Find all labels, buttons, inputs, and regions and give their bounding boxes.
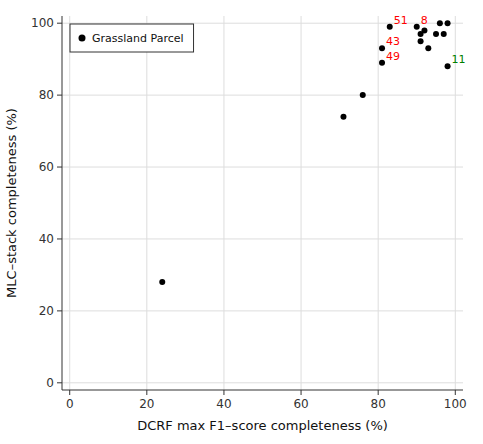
y-tick	[57, 23, 62, 24]
grid	[62, 16, 463, 390]
grid-line	[62, 95, 463, 96]
chart: 0 20 40 60 80 100 0 20 40 60 80 100 DCRF max F1–scor…	[0, 0, 483, 444]
point	[421, 27, 427, 33]
legend-marker	[79, 35, 86, 42]
y-tick-label: 60	[39, 160, 54, 174]
point	[437, 20, 443, 26]
y-tick-label: 80	[39, 88, 54, 102]
x-tick-label: 80	[371, 397, 386, 411]
y-tick-label: 20	[39, 304, 54, 318]
grid-line	[301, 16, 302, 390]
annotations: 51 43 49 8 11	[386, 14, 466, 67]
y-tick	[57, 238, 62, 239]
point	[340, 114, 346, 120]
x-tick	[455, 390, 456, 395]
grid-line	[223, 16, 224, 390]
x-axis-label: DCRF max F1–score completeness (%)	[137, 418, 388, 433]
x-tick-label: 100	[444, 397, 467, 411]
annotation: 51	[394, 14, 408, 27]
y-tick	[57, 167, 62, 168]
grid-line	[455, 16, 456, 390]
points	[159, 20, 450, 285]
x-tick	[378, 390, 379, 395]
point	[441, 31, 447, 37]
point	[379, 60, 385, 66]
point	[159, 279, 165, 285]
legend: Grassland Parcel	[70, 24, 194, 52]
y-tick-label: 40	[39, 232, 54, 246]
x-tick	[146, 390, 147, 395]
point	[445, 63, 451, 69]
point	[387, 24, 393, 30]
x-axis-line	[62, 390, 463, 391]
grid-line	[62, 167, 463, 168]
x-tick-label: 20	[139, 397, 154, 411]
y-axis-line	[62, 16, 63, 390]
grid-line	[378, 16, 379, 390]
grid-line	[146, 16, 147, 390]
grid-line	[62, 382, 463, 383]
y-tick-label: 0	[46, 376, 54, 390]
grid-line	[62, 238, 463, 239]
grid-line	[62, 310, 463, 311]
y-tick	[57, 382, 62, 383]
grid-line	[69, 16, 70, 390]
point	[445, 20, 451, 26]
x-tick	[301, 390, 302, 395]
point	[414, 24, 420, 30]
annotation: 43	[386, 35, 400, 48]
x-tick-label: 40	[216, 397, 231, 411]
x-tick	[223, 390, 224, 395]
annotation: 49	[386, 50, 400, 63]
x-tick-label: 0	[66, 397, 74, 411]
x-tick-label: 60	[293, 397, 308, 411]
y-axis-label: MLC–stack completeness (%)	[4, 108, 19, 298]
y-tick	[57, 310, 62, 311]
annotation: 8	[421, 14, 428, 27]
point	[425, 45, 431, 51]
y-tick-label: 100	[31, 16, 54, 30]
annotation: 11	[452, 53, 466, 66]
axes: 0 20 40 60 80 100 0 20 40 60 80 100	[31, 16, 467, 411]
y-tick	[57, 95, 62, 96]
legend-box	[70, 24, 194, 52]
point	[379, 45, 385, 51]
point	[418, 38, 424, 44]
point	[360, 92, 366, 98]
legend-label: Grassland Parcel	[92, 32, 184, 45]
point	[433, 31, 439, 37]
x-tick	[69, 390, 70, 395]
